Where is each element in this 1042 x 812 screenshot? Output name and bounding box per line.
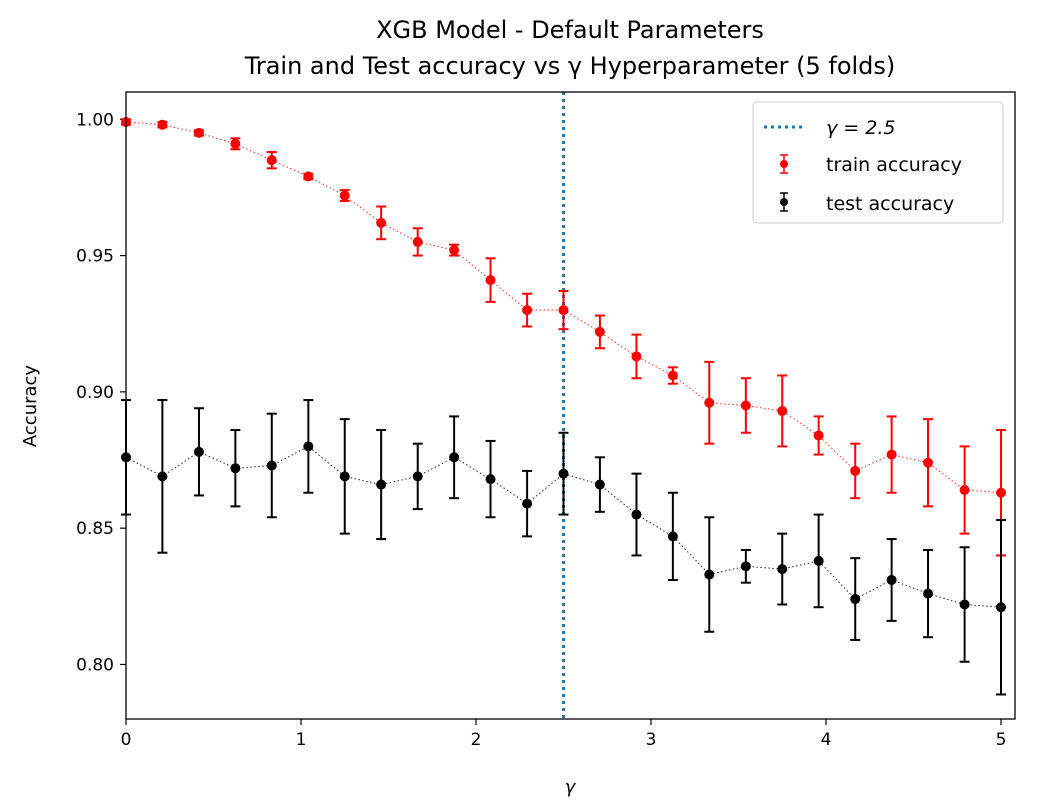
x-axis-label: γ	[565, 777, 577, 798]
test-point	[522, 498, 533, 509]
test-point	[157, 471, 168, 482]
train-point	[193, 127, 204, 138]
train-point	[996, 487, 1006, 498]
test-point	[558, 468, 569, 479]
test-point	[959, 599, 970, 610]
train-point	[886, 449, 897, 460]
train-point	[631, 351, 642, 362]
train-point	[704, 397, 715, 408]
x-tick-label: 3	[646, 730, 657, 750]
legend-vline-label: γ = 2.5	[826, 117, 895, 139]
train-point	[449, 245, 460, 256]
train-point	[850, 465, 861, 476]
train-point	[667, 370, 678, 381]
x-tick-label: 2	[471, 730, 482, 750]
test-point	[704, 569, 715, 580]
x-tick-label: 0	[121, 730, 132, 750]
y-tick-label: 0.90	[76, 383, 114, 403]
test-point	[230, 463, 241, 474]
legend-train-label: train accuracy	[826, 154, 962, 176]
test-point	[740, 561, 751, 572]
test-point	[303, 441, 314, 452]
test-point	[813, 555, 824, 566]
test-point	[667, 531, 678, 542]
test-point	[594, 479, 605, 490]
train-point	[485, 275, 496, 286]
test-point	[923, 588, 934, 599]
test-point	[412, 471, 423, 482]
chart-title: XGB Model - Default Parameters	[376, 16, 764, 44]
train-point	[230, 138, 241, 149]
test-point	[339, 471, 350, 482]
train-point	[558, 305, 569, 316]
test-point	[886, 574, 897, 585]
test-point	[631, 509, 642, 520]
plot-area: 0 1 2 3 4 5 0.80 0.85 0.90 0.95 1.00	[76, 92, 1006, 750]
train-point	[740, 400, 751, 411]
y-axis-label: Accuracy	[20, 365, 41, 448]
train-point	[157, 119, 168, 130]
train-point	[303, 171, 314, 182]
train-point	[266, 155, 277, 166]
test-point	[376, 479, 387, 490]
train-point	[959, 485, 970, 496]
train-point	[339, 190, 350, 201]
test-point	[449, 452, 460, 463]
test-point	[193, 446, 204, 457]
legend-box	[752, 101, 1004, 224]
train-point	[376, 217, 387, 228]
legend: γ = 2.5 train accuracy test accuracy	[752, 101, 1004, 224]
legend-train-marker	[780, 154, 788, 174]
test-point	[266, 460, 277, 471]
legend-test-marker	[780, 192, 788, 212]
y-tick-label: 0.80	[76, 655, 114, 675]
train-point	[813, 430, 824, 441]
y-tick-label: 1.00	[76, 110, 114, 130]
train-point	[777, 405, 788, 416]
test-point	[850, 594, 861, 605]
test-point	[996, 602, 1006, 613]
test-point	[485, 474, 496, 485]
test-point	[777, 564, 788, 575]
y-tick-label: 0.85	[76, 519, 114, 539]
x-tick-label: 1	[296, 730, 307, 750]
train-point	[412, 236, 423, 247]
y-tick-label: 0.95	[76, 247, 114, 267]
x-tick-label: 4	[821, 730, 832, 750]
legend-test-label: test accuracy	[826, 193, 954, 215]
train-point	[522, 305, 533, 316]
x-tick-label: 5	[996, 730, 1007, 750]
train-point	[594, 326, 605, 337]
chart-subtitle: Train and Test accuracy vs γ Hyperparame…	[244, 52, 896, 80]
train-point	[923, 457, 934, 468]
plot-frame	[125, 91, 1016, 720]
